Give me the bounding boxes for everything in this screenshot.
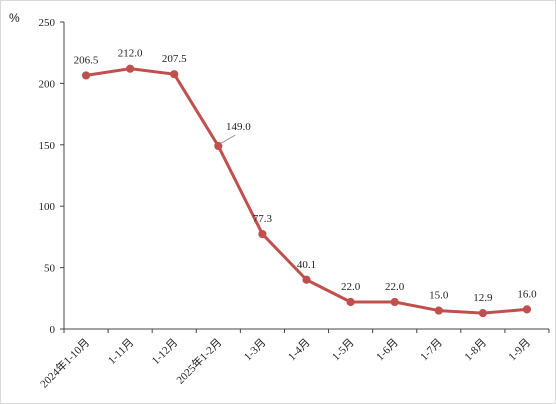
y-tick-label: 100 [39, 201, 56, 213]
data-label: 22.0 [385, 281, 405, 293]
data-label: 77.3 [253, 213, 273, 225]
data-point [214, 141, 223, 151]
data-label: 149.0 [226, 121, 251, 133]
x-tick-label: 1-11月 [106, 337, 136, 367]
data-label: 40.1 [297, 259, 316, 271]
series-layer [81, 64, 532, 318]
y-tick-label: 50 [44, 263, 56, 275]
x-tick-label: 1-12月 [150, 337, 181, 368]
y-tick-label: 150 [39, 140, 56, 152]
x-tick-label: 1-7月 [418, 337, 445, 364]
x-tick-label: 1-8月 [462, 337, 489, 364]
y-unit-label: % [9, 11, 20, 25]
y-tick-label: 250 [39, 17, 56, 29]
data-label: 212.0 [118, 48, 143, 60]
data-point [258, 229, 267, 239]
data-label-leader [221, 134, 236, 144]
x-tick-label: 1-6月 [374, 337, 401, 364]
data-label: 206.5 [74, 54, 99, 66]
data-point [522, 305, 532, 314]
data-labels: 206.5 212.0 207.5 149.0 77.3 40.1 22.0 22.0 15.0… [74, 48, 537, 304]
data-label: 12.9 [473, 292, 493, 304]
x-tick-label: 2024年1-10月 [37, 335, 92, 390]
data-label: 22.0 [341, 281, 361, 293]
data-point [81, 71, 91, 80]
y-tick-label: 200 [39, 78, 56, 90]
y-tick-labels: 0 50 100 150 200 250 [39, 17, 56, 336]
data-label: 207.5 [162, 53, 187, 65]
data-label: 15.0 [429, 290, 449, 302]
x-tick-label: 1-3月 [242, 337, 269, 364]
x-tick-label: 1-9月 [506, 337, 533, 364]
data-point [302, 275, 311, 284]
data-point [390, 297, 399, 307]
data-point [434, 306, 443, 315]
x-tick-label: 1-4月 [286, 337, 313, 364]
data-point [478, 309, 487, 318]
data-point [346, 297, 355, 307]
x-tick-label: 2025年1-2月 [173, 335, 224, 386]
axes [60, 21, 550, 333]
x-tick-label: 1-5月 [330, 337, 357, 364]
data-point [170, 70, 179, 79]
y-tick-label: 0 [50, 324, 56, 336]
data-point [126, 64, 135, 73]
data-label: 16.0 [517, 288, 537, 300]
